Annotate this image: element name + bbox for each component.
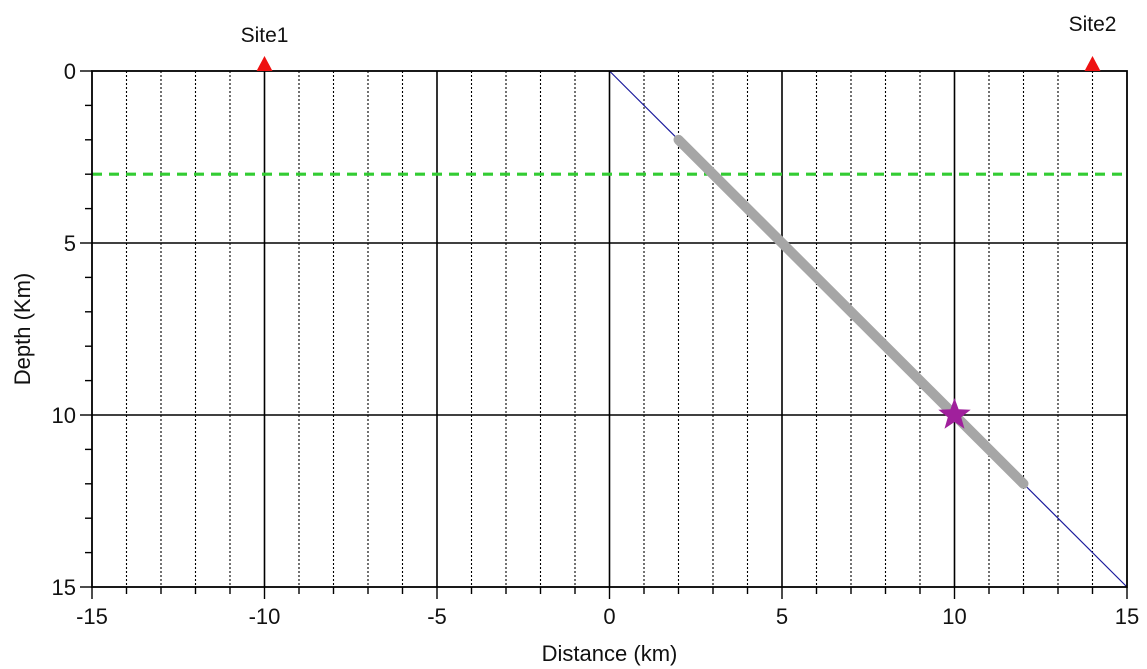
axis-ticks <box>80 70 1128 599</box>
x-tick-label: 0 <box>603 604 615 629</box>
rupture-line <box>673 134 1029 489</box>
x-tick-label: 5 <box>776 604 788 629</box>
triangle-icon <box>1084 56 1101 71</box>
site-markers: Site1 Site2 <box>241 13 1117 71</box>
hypocenter-marker <box>938 398 971 429</box>
x-axis-title: Distance (km) <box>542 641 678 666</box>
x-tick-label: -5 <box>427 604 447 629</box>
x-tick-label: -10 <box>249 604 281 629</box>
site-label: Site2 <box>1069 13 1117 36</box>
star-icon <box>938 398 971 429</box>
y-tick-label: 15 <box>52 575 76 600</box>
x-tick-label: 10 <box>942 604 966 629</box>
triangle-icon <box>256 56 273 71</box>
y-tick-label: 10 <box>52 403 76 428</box>
minor-grid <box>125 71 1094 587</box>
y-tick-label: 5 <box>64 231 76 256</box>
site-label: Site1 <box>241 24 289 47</box>
major-grid <box>92 71 1127 587</box>
y-axis-title: Depth (Km) <box>10 273 35 385</box>
y-tick-labels: 0 5 10 15 <box>52 59 76 600</box>
y-tick-label: 0 <box>64 59 76 84</box>
x-tick-label: -15 <box>76 604 108 629</box>
x-tick-labels: -15 -10 -5 0 5 10 15 <box>76 604 1139 629</box>
x-tick-label: 15 <box>1115 604 1139 629</box>
rupture-segment <box>673 134 1029 489</box>
